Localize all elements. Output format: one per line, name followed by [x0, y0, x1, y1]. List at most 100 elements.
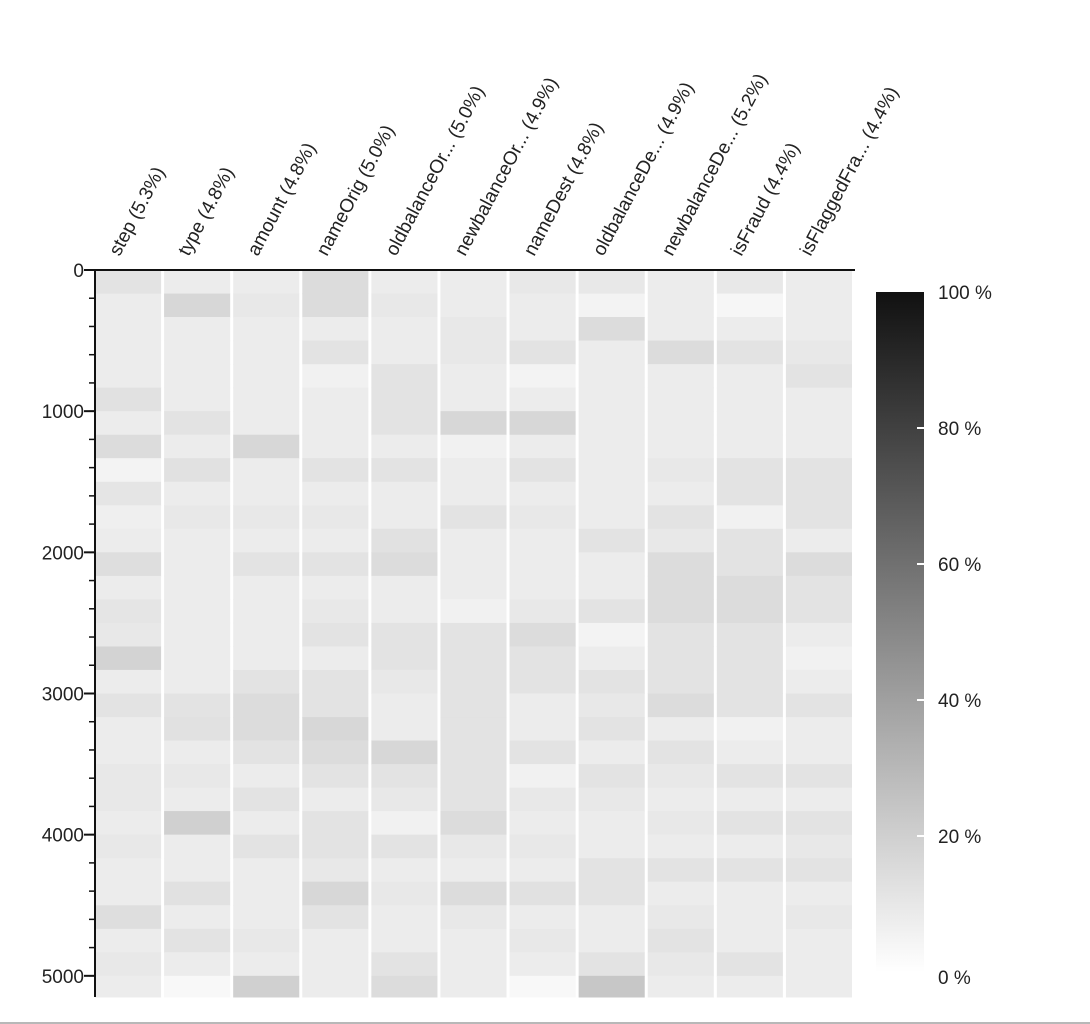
- heatmap-cell: [302, 599, 369, 624]
- heatmap-cell: [302, 481, 369, 506]
- heatmap-cell: [509, 764, 576, 789]
- heatmap-cell: [578, 834, 645, 859]
- colorbar-tick-label: 20 %: [938, 827, 981, 848]
- heatmap-cell: [785, 669, 852, 694]
- heatmap-cell: [371, 881, 438, 906]
- heatmap-cell: [578, 881, 645, 906]
- heatmap-cell: [371, 811, 438, 836]
- heatmap-cell: [578, 622, 645, 647]
- heatmap-cell: [578, 434, 645, 459]
- heatmap-cell: [164, 669, 231, 694]
- heatmap-cell: [440, 599, 507, 624]
- heatmap-cell: [647, 834, 714, 859]
- heatmap-cell: [509, 693, 576, 718]
- column-label: isFlaggedFra... (4.4%): [796, 84, 903, 260]
- heatmap-cell: [509, 575, 576, 600]
- heatmap-cell: [578, 764, 645, 789]
- heatmap-cell: [233, 881, 300, 906]
- heatmap-cell: [302, 528, 369, 553]
- heatmap-cell: [716, 952, 783, 977]
- heatmap-cell: [440, 646, 507, 671]
- heatmap-cell: [716, 387, 783, 412]
- heatmap-cell: [233, 387, 300, 412]
- heatmap-cell: [785, 646, 852, 671]
- heatmap-cell: [785, 717, 852, 741]
- column-label: type (4.8%): [175, 164, 239, 260]
- heatmap-cell: [509, 622, 576, 647]
- heatmap-cell: [578, 552, 645, 577]
- heatmap-cell: [440, 481, 507, 506]
- heatmap-cell: [233, 622, 300, 647]
- heatmap-cell: [716, 293, 783, 318]
- heatmap-cell: [164, 952, 231, 977]
- heatmap-cell: [371, 317, 438, 342]
- column-labels: step (5.3%) type (4.8%) amount (4.8%)nameO…: [105, 70, 903, 259]
- heatmap-cell: [509, 505, 576, 530]
- heatmap-cell: [647, 411, 714, 436]
- heatmap-cell: [371, 669, 438, 694]
- heatmap-cell: [578, 717, 645, 741]
- heatmap-cell: [716, 834, 783, 859]
- y-tick-label: 3000: [42, 684, 84, 705]
- column-label: nameOrig (5.0%): [313, 122, 399, 260]
- heatmap-cell: [578, 858, 645, 883]
- heatmap-cell: [164, 481, 231, 506]
- heatmap-cell: [302, 575, 369, 600]
- heatmap-cell: [785, 293, 852, 318]
- heatmap-cell: [371, 411, 438, 436]
- heatmap-cell: [578, 669, 645, 694]
- heatmap-cell: [785, 411, 852, 436]
- heatmap-cell: [578, 811, 645, 836]
- heatmap-cell: [164, 317, 231, 342]
- heatmap-cell: [509, 881, 576, 906]
- heatmap-cell: [716, 881, 783, 906]
- heatmap-cell: [164, 740, 231, 765]
- heatmap-cell: [233, 599, 300, 624]
- column-label: amount (4.8%): [244, 139, 321, 259]
- heatmap-cell: [578, 646, 645, 671]
- heatmap-cell: [164, 764, 231, 789]
- heatmap-cell: [647, 952, 714, 977]
- heatmap-cell: [302, 270, 369, 295]
- heatmap-cell: [647, 740, 714, 765]
- heatmap-cell: [440, 505, 507, 530]
- heatmap-cell: [164, 575, 231, 600]
- heatmap-cell: [371, 340, 438, 365]
- heatmap-cell: [509, 458, 576, 483]
- heatmap-cell: [164, 787, 231, 812]
- heatmap-cell: [371, 928, 438, 953]
- heatmap-cell: [440, 905, 507, 930]
- heatmap-cell: [95, 599, 162, 624]
- heatmap-cell: [509, 434, 576, 459]
- heatmap-cell: [233, 364, 300, 389]
- heatmap-cell: [233, 787, 300, 812]
- heatmap-cell: [164, 599, 231, 624]
- heatmap-cell: [785, 434, 852, 459]
- heatmap-cell: [716, 928, 783, 953]
- heatmap-cell: [785, 364, 852, 389]
- heatmap-cell: [785, 740, 852, 765]
- heatmap-cell: [785, 458, 852, 483]
- heatmap-cell: [302, 411, 369, 436]
- heatmap-cell: [440, 340, 507, 365]
- heatmap-cell: [95, 669, 162, 694]
- heatmap-cell: [371, 599, 438, 624]
- heatmap-cell: [233, 434, 300, 459]
- heatmap-cell: [785, 975, 852, 998]
- heatmap-cell: [647, 693, 714, 718]
- y-tick-label: 1000: [42, 402, 84, 423]
- heatmap-cell: [164, 905, 231, 930]
- heatmap-cell: [509, 552, 576, 577]
- heatmap-cell: [647, 270, 714, 295]
- heatmap-cell: [785, 270, 852, 295]
- heatmap-cell: [509, 905, 576, 930]
- heatmap-cell: [785, 481, 852, 506]
- heatmap-cell: [302, 505, 369, 530]
- heatmap-cell: [95, 693, 162, 718]
- heatmap-cell: [302, 646, 369, 671]
- heatmap-cell: [716, 622, 783, 647]
- heatmap-cell: [233, 340, 300, 365]
- heatmap-cell: [164, 858, 231, 883]
- colorbar-tick-label: 80 %: [938, 419, 981, 440]
- heatmap-cell: [440, 387, 507, 412]
